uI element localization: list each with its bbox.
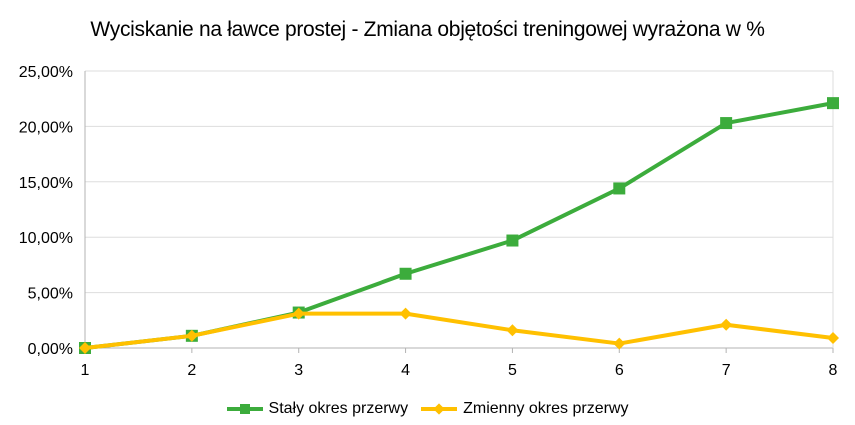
legend-label: Zmienny okres przerwy [463, 400, 629, 417]
x-tick-label: 7 [722, 362, 731, 379]
legend: Stały okres przerwy Zmienny okres przerw… [0, 400, 855, 418]
diamond-marker-icon [827, 332, 839, 345]
diamond-marker-icon [720, 318, 733, 331]
x-tick-label: 2 [187, 362, 196, 379]
diamond-marker-icon [79, 342, 91, 354]
diamond-marker-icon [399, 307, 412, 320]
x-tick-label: 5 [508, 362, 517, 379]
series-line [84, 311, 834, 350]
x-tick-label: 4 [401, 362, 410, 379]
y-tick-label: 10,00% [19, 230, 73, 247]
series-line [84, 101, 834, 350]
y-tick-label: 25,00% [19, 64, 73, 81]
square-marker-icon [720, 117, 733, 130]
x-tick-label: 3 [294, 362, 303, 379]
square-marker-icon [827, 97, 839, 110]
y-tick-label: 15,00% [19, 175, 73, 192]
diamond-marker-icon [506, 324, 519, 337]
square-marker-icon [613, 182, 626, 195]
y-tick-label: 5,00% [28, 286, 73, 303]
x-tick-label: 1 [81, 362, 90, 379]
y-tick-label: 0,00% [28, 341, 73, 358]
x-tick-label: 8 [829, 362, 838, 379]
legend-item-zmienny: Zmienny okres przerwy [421, 400, 628, 418]
x-tick-label: 6 [615, 362, 624, 379]
y-tick-label: 20,00% [19, 119, 73, 136]
legend-label: Stały okres przerwy [268, 400, 409, 417]
square-marker-icon [506, 234, 519, 247]
diamond-marker-icon [185, 329, 198, 342]
square-marker-icon [226, 404, 263, 414]
diamond-marker-icon [292, 307, 305, 320]
legend-item-staly: Stały okres przerwy [226, 400, 409, 418]
diamond-marker-icon [421, 403, 458, 415]
square-marker-icon [399, 267, 412, 280]
chart-title: Wyciskanie na ławce prostej - Zmiana obj… [90, 18, 765, 41]
diamond-marker-icon [613, 337, 626, 350]
